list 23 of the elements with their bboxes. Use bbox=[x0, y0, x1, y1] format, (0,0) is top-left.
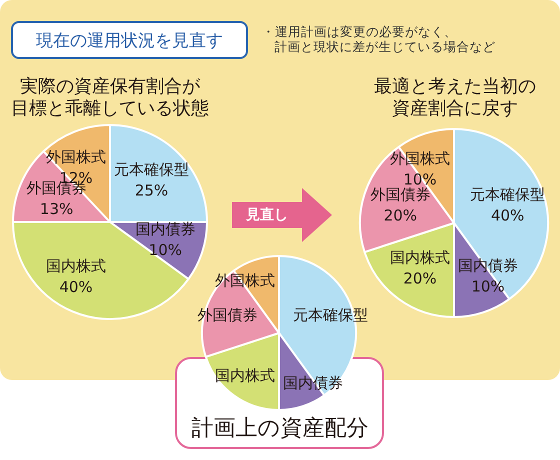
text: 見直し bbox=[246, 206, 288, 224]
slice-label: 国内株式 bbox=[390, 248, 450, 267]
slice-label: 国内債券 bbox=[283, 374, 343, 392]
data-label: 13% bbox=[40, 200, 74, 218]
data-label: 20% bbox=[384, 206, 418, 224]
slice-label: 元本確保型 bbox=[470, 185, 546, 204]
slice-label: 外国株式 bbox=[215, 272, 275, 290]
data-label: 10% bbox=[148, 240, 182, 259]
text: ・運用計画は変更の必要がなく、計画と現状に差が生じている場合など bbox=[262, 24, 496, 54]
chart-title: 最適と考えた当初の資産割合に戻す bbox=[374, 76, 536, 119]
slice-label: 元本確保型 bbox=[292, 306, 368, 324]
data-label: 25% bbox=[134, 182, 168, 200]
data-label: 40% bbox=[59, 278, 93, 296]
chart-title: 実際の資産保有割合が目標と乖離している状態 bbox=[11, 76, 209, 119]
slice-label: 国内株式 bbox=[46, 257, 106, 276]
slice-label: 外国債券 bbox=[198, 306, 258, 324]
data-label: 20% bbox=[403, 270, 437, 288]
text: 現在の運用状況を見直す bbox=[36, 30, 223, 52]
slice-label: 国内債券 bbox=[135, 220, 196, 238]
slice-label: 元本確保型 bbox=[114, 160, 189, 179]
slice-label: 国内株式 bbox=[215, 366, 275, 384]
data-label: 40% bbox=[490, 206, 524, 224]
text: 計画上の資産配分 bbox=[192, 416, 368, 441]
